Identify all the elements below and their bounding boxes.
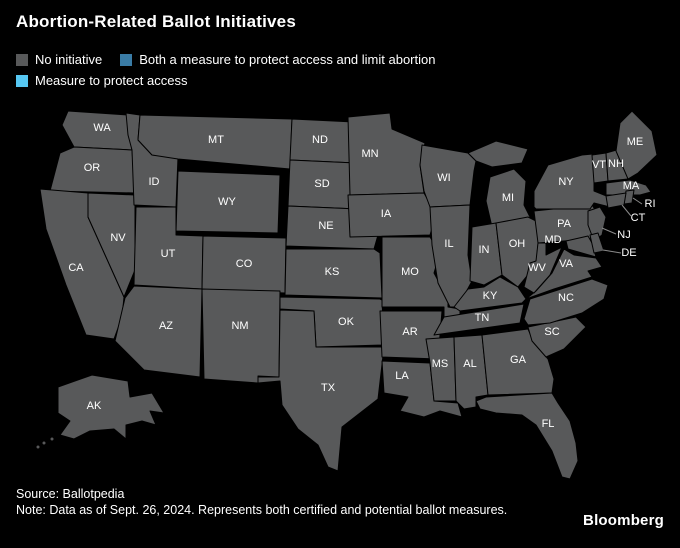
footer: Source: Ballotpedia Note: Data as of Sep… [16, 486, 507, 518]
source-text: Source: Ballotpedia [16, 487, 125, 501]
state-label-ar: AR [402, 326, 417, 338]
state-label-vt: VT [592, 159, 606, 171]
state-ms [425, 336, 457, 402]
callout-line-ri [632, 197, 643, 205]
state-label-nc: NC [558, 292, 574, 304]
callout-line-de [602, 249, 622, 254]
legend-label-none: No initiative [35, 52, 103, 67]
state-wy [175, 170, 281, 234]
state-label-ok: OK [338, 316, 355, 328]
state-nj [587, 206, 607, 242]
aleutian-islands [50, 437, 54, 441]
state-label-nd: ND [312, 134, 328, 146]
note-text: Note: Data as of Sept. 26, 2024. Represe… [16, 503, 508, 517]
state-label-fl: FL [542, 418, 555, 430]
state-ks [284, 248, 383, 299]
state-label-oh: OH [509, 238, 526, 250]
legend-swatch-protect [16, 74, 28, 87]
state-label-sd: SD [314, 178, 329, 190]
state-ia [347, 192, 437, 238]
state-label-de: DE [621, 247, 636, 259]
state-label-tx: TX [321, 382, 336, 394]
state-label-ma: MA [623, 180, 640, 192]
state-nc [523, 278, 609, 326]
state-label-mn: MN [361, 148, 378, 160]
usa-map: WA OR CA NV ID MT WY UT CO AZ NM ND SD NE KS OK TX MN IA MO… [36, 110, 658, 480]
state-label-ky: KY [483, 290, 498, 302]
state-label-az: AZ [159, 320, 173, 332]
state-label-wy: WY [218, 196, 236, 208]
state-or [49, 146, 136, 194]
state-label-ne: NE [318, 220, 333, 232]
state-nm [201, 288, 281, 384]
state-label-tn: TN [475, 312, 490, 324]
state-label-al: AL [463, 358, 476, 370]
legend-item-both: Both a measure to protect access and lim… [120, 52, 435, 67]
legend-swatch-none [16, 53, 28, 66]
state-mn [347, 112, 426, 196]
state-label-nv: NV [110, 232, 126, 244]
state-de [589, 232, 605, 254]
state-label-nj: NJ [617, 229, 630, 241]
state-label-me: ME [627, 136, 644, 148]
aleutian-islands [36, 445, 40, 449]
state-label-co: CO [236, 258, 253, 270]
state-label-mi: MI [502, 192, 514, 204]
state-label-ak: AK [87, 400, 102, 412]
callout-line-ct [621, 204, 632, 217]
legend-item-none: No initiative [16, 52, 102, 67]
aleutian-islands [42, 441, 46, 445]
legend-label-protect: Measure to protect access [35, 73, 188, 88]
state-label-va: VA [559, 258, 574, 270]
state-label-ca: CA [68, 262, 84, 274]
legend-swatch-both [120, 53, 133, 66]
state-label-ga: GA [510, 354, 527, 366]
state-fl [475, 392, 579, 480]
legend-label-both: Both a measure to protect access and lim… [139, 52, 436, 67]
state-label-sc: SC [544, 326, 559, 338]
state-label-ms: MS [432, 358, 449, 370]
state-label-or: OR [84, 162, 101, 174]
state-label-wv: WV [528, 262, 546, 274]
state-wv [523, 242, 563, 294]
state-sc [527, 316, 587, 358]
state-label-ct: CT [631, 212, 646, 224]
state-label-mo: MO [401, 266, 419, 278]
state-label-la: LA [395, 370, 409, 382]
state-ma [605, 179, 652, 196]
state-ok [279, 296, 385, 348]
state-label-md: MD [544, 234, 561, 246]
state-ky [453, 276, 527, 312]
state-md [565, 235, 597, 258]
legend: No initiative Both a measure to protect a… [16, 52, 435, 88]
chart-title: Abortion-Related Ballot Initiatives [16, 12, 296, 31]
state-tn [433, 303, 525, 336]
bloomberg-logo: Bloomberg [583, 512, 664, 529]
state-nv [87, 192, 136, 298]
state-label-id: ID [149, 176, 160, 188]
state-in [469, 222, 503, 286]
state-label-ut: UT [161, 248, 176, 260]
state-label-ri: RI [645, 198, 656, 210]
state-tx [257, 309, 385, 472]
state-me [615, 110, 658, 180]
state-label-in: IN [479, 244, 490, 256]
callout-line-nj [601, 227, 617, 235]
state-label-nh: NH [608, 158, 624, 170]
state-label-wi: WI [437, 172, 450, 184]
legend-row: No initiative Both a measure to protect a… [16, 52, 435, 67]
state-mi [467, 140, 533, 228]
state-label-il: IL [444, 238, 453, 250]
state-ak [57, 374, 165, 440]
state-label-nm: NM [231, 320, 248, 332]
state-label-ks: KS [325, 266, 340, 278]
legend-row: Measure to protect access [16, 73, 435, 88]
legend-item-protect: Measure to protect access [16, 73, 187, 88]
state-label-mt: MT [208, 134, 224, 146]
state-label-ny: NY [558, 176, 574, 188]
state-ct [605, 192, 627, 209]
state-label-wa: WA [93, 122, 111, 134]
state-label-pa: PA [557, 218, 572, 230]
state-label-ia: IA [381, 208, 392, 220]
